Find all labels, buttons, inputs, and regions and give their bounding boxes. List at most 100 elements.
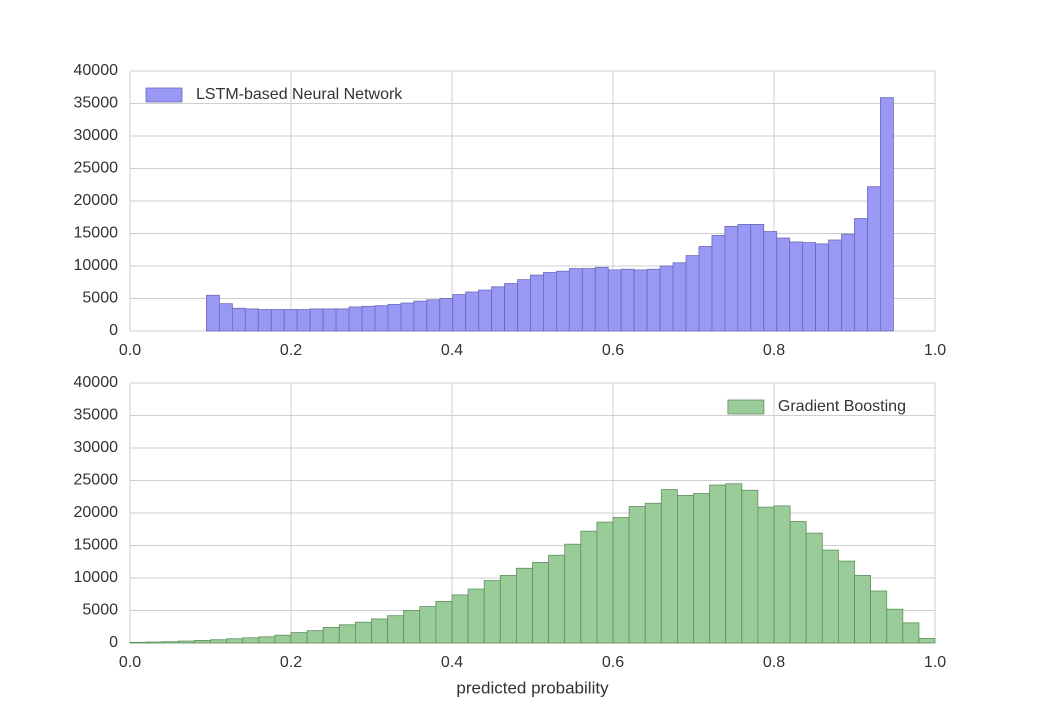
x-tick-label: 0.8 (763, 654, 785, 671)
histogram-bar (902, 622, 920, 644)
histogram-bar (145, 641, 163, 644)
histogram-bar (413, 300, 428, 332)
histogram-bar (400, 302, 415, 332)
histogram-bar (403, 610, 421, 644)
histogram-bar (361, 305, 376, 332)
histogram-bar (870, 590, 888, 644)
histogram-bar (672, 262, 687, 332)
histogram-bar (290, 632, 308, 644)
histogram-bar (504, 283, 518, 332)
histogram-bar (177, 640, 195, 644)
histogram-bar (805, 532, 823, 644)
histogram-bar (757, 506, 775, 644)
y-tick-label: 20000 (74, 504, 119, 521)
histogram-bar (226, 638, 244, 644)
histogram-bar (568, 268, 583, 332)
histogram-bar (711, 235, 726, 332)
y-tick-label: 10000 (74, 569, 119, 586)
y-tick-label: 10000 (74, 257, 119, 274)
x-tick-label: 0.6 (602, 342, 624, 359)
histogram-bar (880, 97, 894, 332)
histogram-bar (530, 274, 544, 332)
histogram-bar (594, 266, 609, 332)
histogram-bar (773, 505, 791, 644)
legend-label: LSTM-based Neural Network (196, 86, 403, 103)
histogram-bar (763, 231, 778, 332)
histogram-bar (644, 502, 662, 644)
histogram-bar (660, 489, 678, 644)
x-tick-label: 1.0 (924, 654, 946, 671)
histogram-bar (439, 298, 454, 332)
y-tick-label: 30000 (74, 127, 119, 144)
histogram-bar (387, 615, 405, 644)
histogram-bar (335, 308, 350, 332)
x-tick-label: 0.4 (441, 654, 463, 671)
histogram-bar (322, 308, 337, 332)
histogram-bar (750, 223, 765, 332)
histogram-bar (789, 521, 807, 644)
histogram-bar (270, 309, 285, 332)
y-tick-label: 5000 (82, 290, 118, 307)
histogram-bar (802, 242, 817, 332)
histogram-bar (828, 239, 842, 332)
histogram-bar (426, 299, 441, 332)
histogram-bar (467, 588, 485, 644)
histogram-bar (724, 225, 739, 332)
histogram-bar (685, 255, 700, 332)
histogram-bar (633, 269, 648, 332)
histogram-bar (737, 223, 752, 332)
histogram-bar (296, 309, 311, 332)
histogram-bar (659, 265, 674, 332)
histogram-bar (338, 624, 356, 644)
histogram-bar (452, 294, 467, 332)
histogram-bar (548, 554, 566, 644)
x-tick-label: 0.2 (280, 342, 302, 359)
histogram-bar (371, 618, 389, 644)
y-tick-label: 35000 (74, 407, 119, 424)
histogram-bar (283, 309, 298, 332)
histogram-bar (435, 601, 453, 644)
histogram-bar (374, 305, 389, 332)
histogram-bar (129, 641, 147, 644)
histogram-bar (219, 303, 233, 332)
histogram-bar (242, 637, 260, 644)
histogram-bar (491, 286, 505, 332)
histogram-bar (867, 186, 881, 332)
histogram-bar (918, 638, 936, 644)
x-tick-label: 0.0 (119, 654, 141, 671)
histogram-bar (821, 549, 839, 644)
histogram-bar (620, 268, 635, 332)
histogram-bar (258, 636, 276, 644)
histogram-bar (210, 639, 228, 644)
y-tick-label: 25000 (74, 472, 119, 489)
y-tick-label: 25000 (74, 160, 119, 177)
histogram-bar (596, 521, 614, 644)
histogram-bar (244, 308, 259, 332)
histogram-bar (725, 483, 743, 644)
histogram-bar (161, 641, 179, 644)
histogram-bar (257, 309, 272, 332)
histogram-bar (580, 530, 598, 644)
histogram-bar (838, 560, 855, 644)
histogram-bar (348, 306, 363, 332)
y-tick-label: 35000 (74, 95, 119, 112)
histogram-bar (789, 241, 804, 332)
histogram-bar (693, 493, 711, 644)
x-tick-label: 0.8 (763, 342, 785, 359)
x-axis-label: predicted probability (456, 678, 609, 697)
y-tick-label: 15000 (74, 225, 119, 242)
histogram-bar (581, 268, 596, 332)
histogram-bar (646, 268, 661, 332)
histogram-bar (483, 580, 501, 644)
histogram-bar (854, 218, 868, 332)
histogram-bar (741, 489, 759, 644)
histogram-bar (628, 506, 646, 644)
histogram-bar (309, 308, 324, 332)
histogram-bar (543, 272, 557, 332)
histogram-bar (193, 640, 211, 644)
histogram-bar (677, 495, 694, 644)
histogram-bar (451, 594, 469, 644)
y-tick-label: 40000 (74, 62, 119, 79)
histogram-bar (886, 608, 904, 644)
histogram-bar (354, 621, 372, 644)
